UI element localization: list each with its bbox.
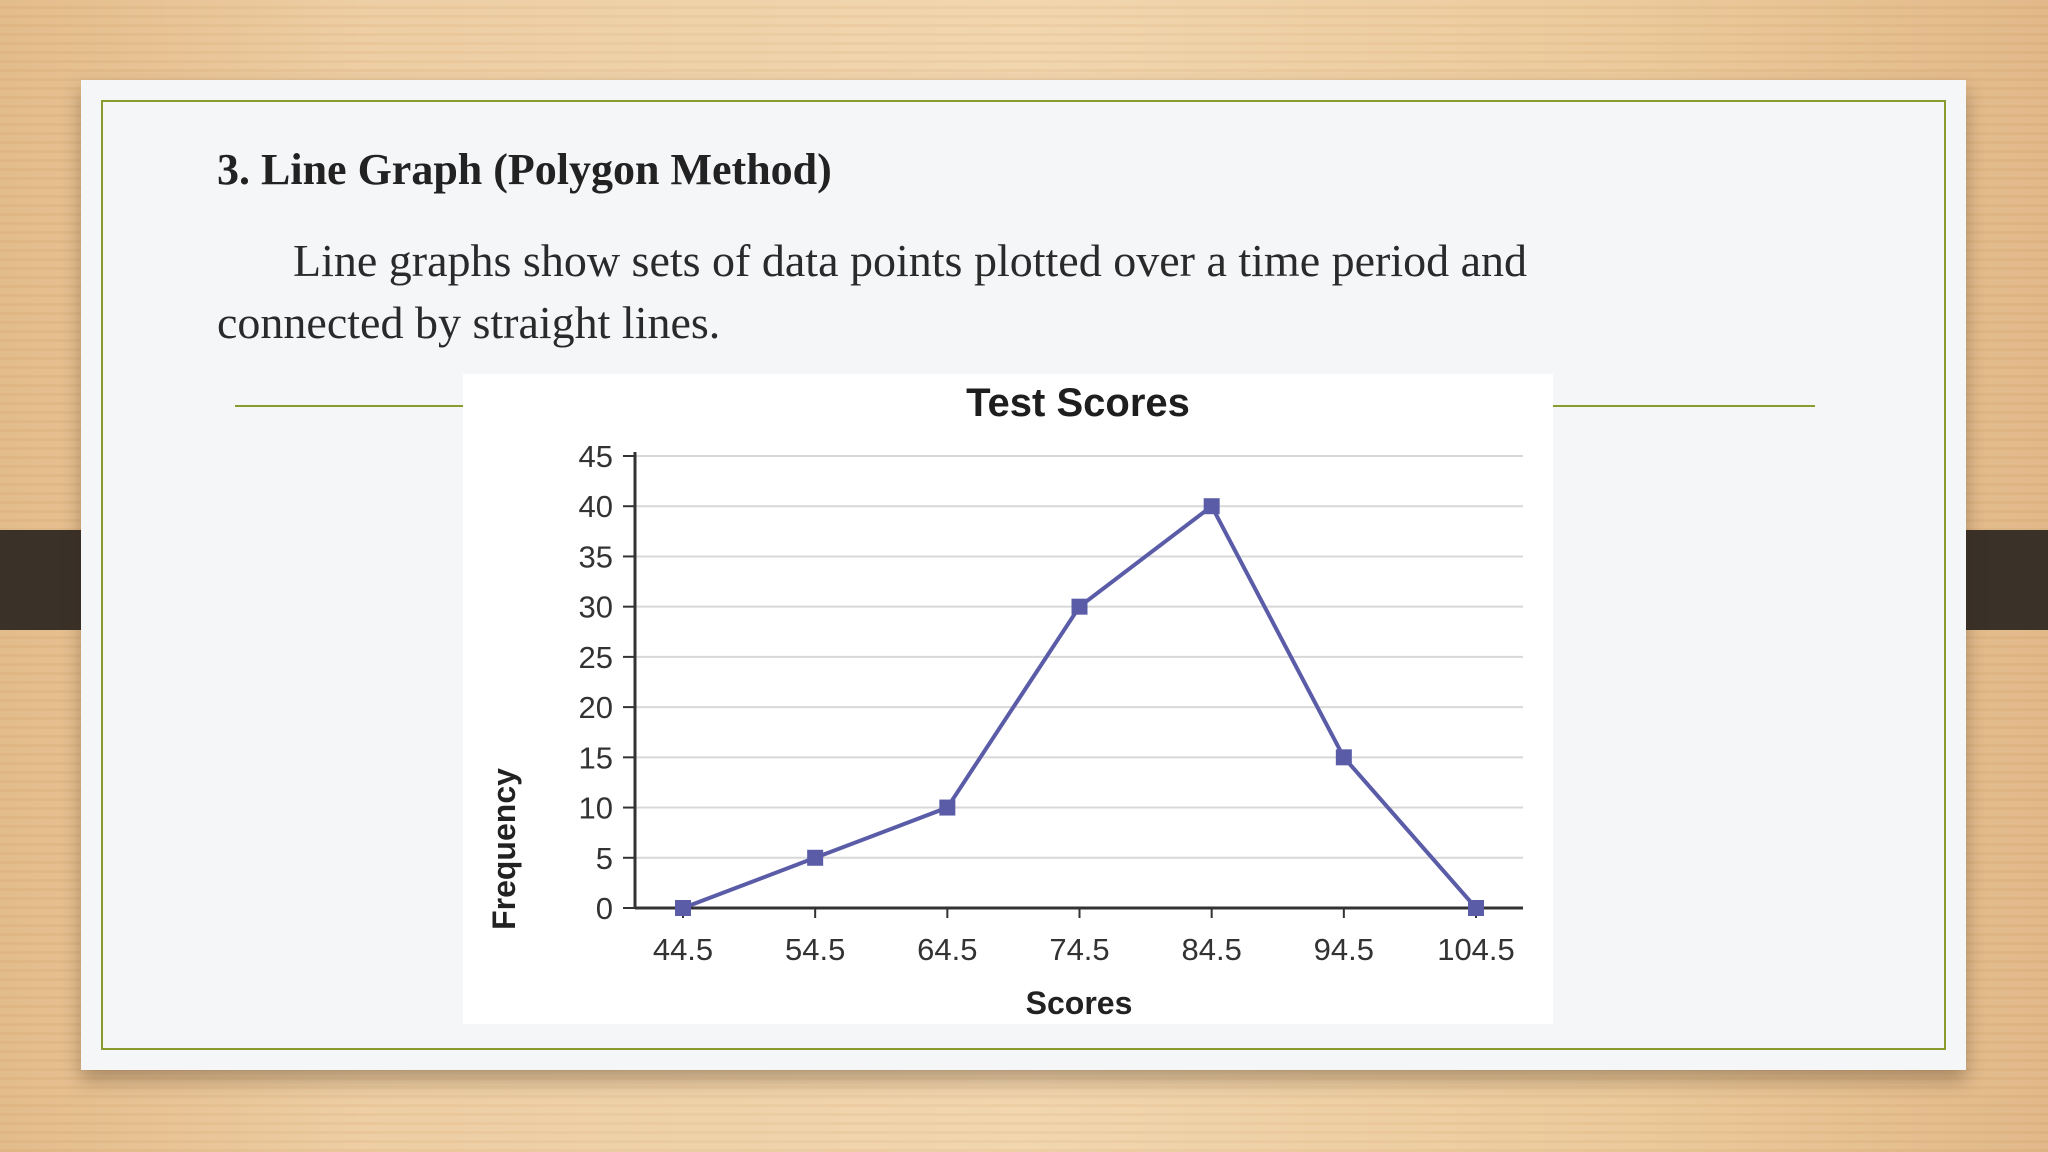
slide-frame [101,100,1946,1050]
x-tick-label-5: 94.5 [1314,932,1374,967]
x-tick-label-4: 84.5 [1181,932,1241,967]
chart-container: 0 5 10 15 20 25 30 35 40 45 44.5 54.5 64.5 74.5 84.5 94… [463,374,1553,1024]
x-tick-label-0: 44.5 [653,932,713,967]
tick-labels: 0 5 10 15 20 25 30 35 40 45 44.5 54.5 64.5 74.5 84.5 94… [579,439,1515,967]
series [675,498,1484,916]
data-point-1 [807,849,824,866]
data-point-4 [1203,498,1220,515]
data-point-6 [1468,900,1484,916]
data-point-5 [1335,749,1352,766]
axes [623,452,1523,918]
x-tick-label-6: 104.5 [1437,932,1515,967]
x-tick-label-3: 74.5 [1049,932,1109,967]
y-tick-label-5: 5 [596,841,613,876]
y-axis-label: Frequency [486,768,522,930]
y-tick-label-10: 10 [579,791,613,826]
slide-title: 3. Line Graph (Polygon Method) [217,145,832,194]
y-tick-label-15: 15 [579,740,613,775]
slide-body: Line graphs show sets of data points plo… [217,230,1717,354]
y-tick-label-25: 25 [579,640,613,675]
right-divider [1553,405,1815,407]
gridlines [635,455,1523,859]
slide-body-text: Line graphs show sets of data points plo… [217,235,1528,348]
y-tick-label-30: 30 [579,590,613,625]
x-tick-label-1: 54.5 [785,932,845,967]
line-chart: 0 5 10 15 20 25 30 35 40 45 44.5 54.5 64.5 74.5 84.5 94… [486,381,1523,1021]
left-divider [235,405,465,407]
y-tick-label-35: 35 [579,539,613,574]
x-tick-label-2: 64.5 [917,932,977,967]
chart-title: Test Scores [966,381,1190,425]
data-point-3 [1071,598,1088,615]
y-tick-label-40: 40 [579,489,613,524]
y-tick-label-20: 20 [579,690,613,725]
x-axis-label: Scores [1026,985,1133,1021]
data-point-0 [675,900,691,916]
y-tick-label-45: 45 [579,439,613,474]
data-point-2 [939,799,956,816]
y-tick-label-0: 0 [596,891,613,926]
